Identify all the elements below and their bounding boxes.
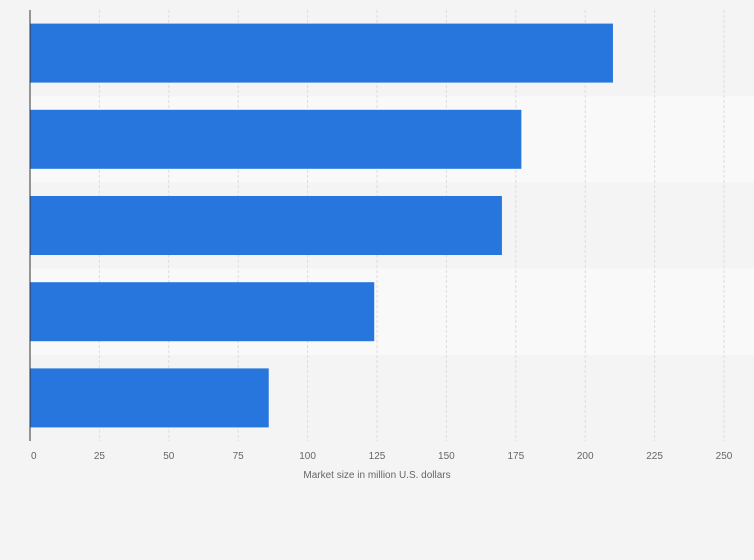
x-axis-tick-labels: 0 25 50 75 100 125 150 175 200 225 250 bbox=[31, 451, 733, 462]
x-tick-label-125: 125 bbox=[369, 451, 386, 462]
bars bbox=[30, 23, 613, 428]
x-tick-label-75: 75 bbox=[233, 451, 245, 462]
x-tick-label-0: 0 bbox=[31, 451, 37, 462]
bar-0[interactable] bbox=[30, 23, 613, 83]
x-tick-label-175: 175 bbox=[507, 451, 524, 462]
bar-1[interactable] bbox=[30, 109, 522, 169]
x-tick-label-25: 25 bbox=[94, 451, 106, 462]
x-tick-label-225: 225 bbox=[646, 451, 663, 462]
x-tick-label-150: 150 bbox=[438, 451, 455, 462]
x-axis-title: Market size in million U.S. dollars bbox=[303, 470, 450, 481]
bar-3[interactable] bbox=[30, 282, 375, 342]
bar-2[interactable] bbox=[30, 196, 502, 255]
x-tick-label-200: 200 bbox=[577, 451, 594, 462]
x-tick-label-250: 250 bbox=[716, 451, 733, 462]
bar-4[interactable] bbox=[30, 368, 269, 428]
x-tick-label-100: 100 bbox=[299, 451, 316, 462]
x-tick-label-50: 50 bbox=[163, 451, 175, 462]
